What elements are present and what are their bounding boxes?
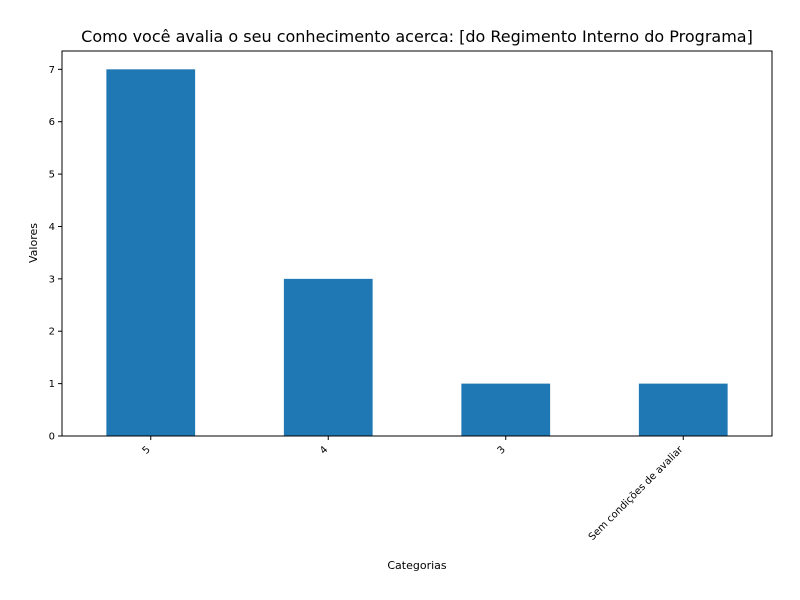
bar-2 [461,383,551,436]
y-axis: 0 1 2 3 4 5 6 7 [49,65,62,443]
bar-3 [638,383,728,436]
chart-title: Como você avalia o seu conhecimento acer… [81,27,753,46]
y-tick-label-4: 4 [49,222,55,233]
x-tick-label-1: 4 [318,444,330,456]
bar-0 [106,69,196,436]
y-tick-label-5: 5 [49,170,55,181]
y-tick-label-2: 2 [49,327,55,338]
x-axis-label: Categorias [387,559,447,572]
y-tick-label-6: 6 [49,117,55,128]
x-axis: 5 4 3 Sem condições de avaliar [141,436,686,543]
bars-group [106,69,728,436]
y-axis-label: Valores [27,223,40,263]
y-tick-label-0: 0 [49,432,55,443]
x-tick-label-0: 5 [141,444,153,456]
y-tick-label-7: 7 [49,65,55,76]
y-tick-label-1: 1 [49,379,55,390]
x-tick-label-3: Sem condições de avaliar [587,444,686,543]
x-tick-label-2: 3 [496,444,508,456]
plot-frame [61,50,773,437]
bar-1 [283,278,373,436]
y-tick-label-3: 3 [49,274,55,285]
